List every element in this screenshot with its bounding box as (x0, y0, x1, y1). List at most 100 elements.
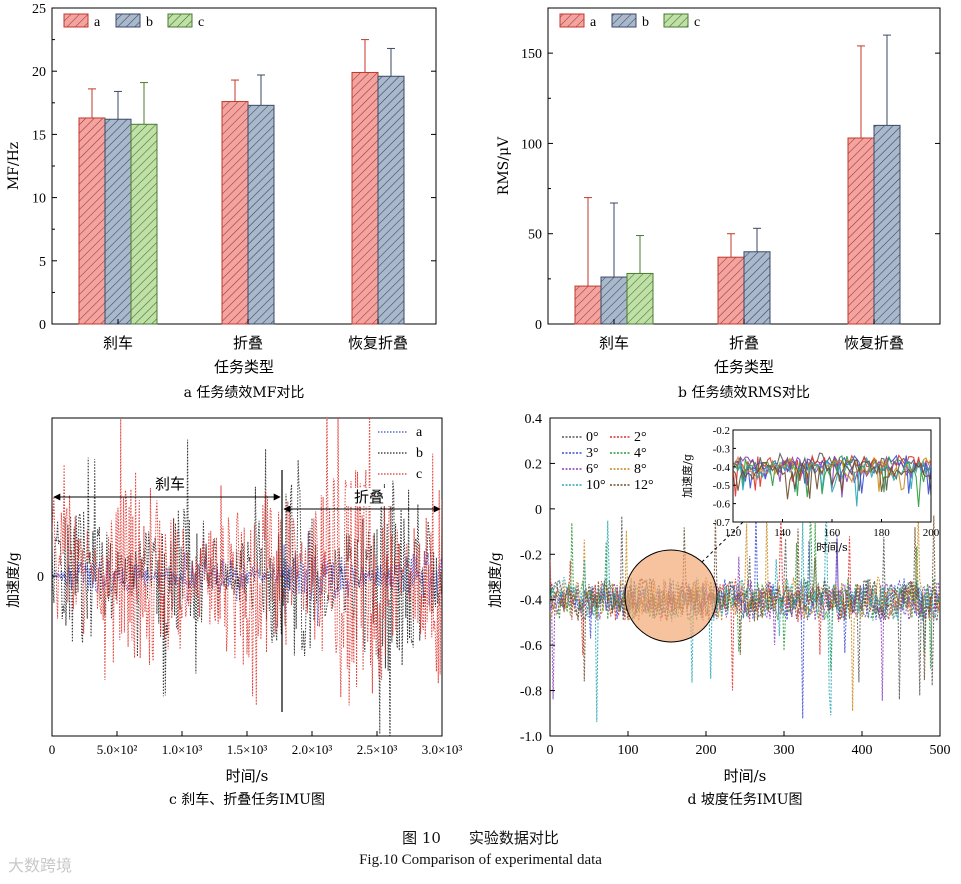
panel-a-ylabel: MF/Hz (6, 142, 22, 190)
panel-c-imu-chart: 0 5.0×10² 1.0×10³ 1.5×10³ 2.0×10³ 2.5×10³ 3.0×… (6, 417, 462, 808)
legend-label-b: b (642, 15, 649, 30)
x-tick-label: 1.0×10³ (162, 742, 203, 757)
legend-label-0°: 0° (586, 430, 599, 445)
panel-d-ylabel: 加速度/g (488, 552, 504, 608)
panel-a-xlabel: 任务类型 (214, 358, 274, 376)
x-tick-label: 200 (696, 743, 717, 758)
legend-label-10°: 10° (586, 478, 606, 493)
panel-d-slope-chart: 0 100 200 300 400 500 0.4 0.2 0 -0.2 -0.4 -0.6 -0.8 -… (488, 412, 951, 808)
x-tick-label: 400 (852, 743, 873, 758)
inset-line-4° (733, 454, 931, 507)
panel-a-caption: a 任务绩效MF对比 (184, 385, 305, 401)
bar-c (626, 272, 654, 325)
legend-swatch-a (559, 13, 585, 28)
panel-d-caption: d 坡度任务IMU图 (687, 792, 802, 808)
legend-label-a: a (94, 15, 101, 30)
y-tick-label: 150 (521, 47, 542, 62)
legend-swatch-a (63, 13, 89, 28)
y-tick-label: -0.8 (520, 685, 542, 700)
x-tick-label: 恢复折叠 (348, 334, 408, 352)
series-line-10° (550, 487, 940, 723)
inset-y-tick-label: -0.6 (713, 499, 731, 511)
y-tick-label: 15 (32, 128, 46, 143)
y-tick-label: 0 (535, 503, 542, 518)
y-tick-label: 0.4 (525, 412, 543, 427)
x-tick-label: 刹车 (599, 334, 629, 352)
inset-x-tick-label: 140 (774, 527, 791, 539)
panel-d-inset-xlabel: 时间/s (816, 541, 848, 554)
inset-x-tick-label: 180 (873, 527, 890, 539)
legend-label-c: c (416, 467, 422, 482)
y-tick-label: 0.2 (525, 457, 543, 472)
panel-d-xlabel: 时间/s (724, 767, 767, 785)
x-tick-label: 5.0×10² (97, 742, 138, 757)
panel-c-brake-label: 刹车 (155, 475, 185, 493)
series-line-4° (550, 500, 940, 671)
x-tick-label: 刹车 (103, 334, 133, 352)
inset-y-tick-label: -0.4 (713, 462, 731, 474)
bar-b (600, 276, 628, 325)
bar-a (351, 71, 379, 325)
y-tick-label: -0.4 (520, 594, 542, 609)
y-tick-label: 0 (535, 318, 542, 333)
x-tick-label: 1.5×10³ (227, 742, 268, 757)
x-tick-label: 500 (930, 743, 951, 758)
legend-label-a: a (416, 425, 423, 440)
inset-line-12° (733, 458, 931, 500)
bar-b (104, 118, 132, 325)
x-tick-label: 恢复折叠 (844, 334, 904, 352)
legend-label-3°: 3° (586, 446, 599, 461)
inset-line-10° (733, 456, 931, 507)
x-tick-label: 0 (49, 742, 56, 757)
x-tick-label: 100 (618, 743, 639, 758)
legend-label-c: c (198, 15, 204, 30)
inset-y-tick-label: -0.5 (713, 480, 731, 492)
bar-a (574, 285, 602, 325)
inset-y-tick-label: -0.2 (713, 425, 730, 437)
inset-x-tick-label: 200 (923, 527, 940, 539)
bar-a (78, 117, 106, 325)
panel-b-rms-chart: 0 50 100 150 刹车 折叠 恢复折叠 a b c RMS/μV 任务类型 b 任务绩效R… (496, 7, 941, 401)
panel-c-fold-label: 折叠 (354, 488, 384, 506)
x-tick-label: 折叠 (233, 334, 263, 352)
y-tick-label: 0 (37, 570, 44, 585)
y-tick-label: 50 (528, 228, 542, 243)
x-tick-label: 折叠 (729, 334, 759, 352)
y-tick-label: 20 (32, 65, 46, 80)
x-tick-label: 2.0×10³ (292, 742, 333, 757)
legend-label-c: c (694, 15, 700, 30)
panel-c-caption: c 刹车、折叠任务IMU图 (169, 791, 325, 808)
bar-b (247, 104, 275, 325)
bar-a (221, 101, 249, 325)
series-line-6° (550, 539, 940, 701)
legend-label-12°: 12° (634, 478, 654, 493)
inset-y-tick-label: -0.7 (713, 517, 731, 529)
bar-b (743, 251, 771, 325)
panel-b-xlabel: 任务类型 (714, 358, 774, 376)
legend-swatch-b (115, 13, 141, 28)
panel-d-zoom-circle (624, 549, 718, 643)
inset-x-tick-label: 160 (824, 527, 841, 539)
watermark-logo: 大数跨境 (8, 856, 73, 875)
bar-b (377, 75, 405, 325)
x-tick-label: 300 (774, 743, 795, 758)
y-tick-label: 100 (521, 137, 542, 152)
legend-label-8°: 8° (634, 462, 647, 477)
series-line-c (52, 418, 442, 706)
inset-y-tick-label: -0.3 (713, 443, 731, 455)
legend-label-2°: 2° (634, 430, 647, 445)
legend-label-b: b (146, 15, 153, 30)
panel-d-zoom-arrow (701, 483, 783, 563)
legend-label-b: b (416, 446, 423, 461)
figure-title-cn: 实验数据对比 (468, 829, 559, 847)
bar-a (847, 137, 875, 325)
series-line-12° (550, 515, 940, 682)
legend-swatch-c (167, 13, 193, 28)
inset-x-tick-label: 120 (725, 527, 742, 539)
legend-swatch-b (611, 13, 637, 28)
panel-c-ylabel: 加速度/g (6, 552, 22, 608)
x-tick-label: 2.5×10³ (357, 742, 398, 757)
y-tick-label: -0.6 (520, 639, 542, 654)
figure-number: 图 10 (402, 829, 441, 847)
